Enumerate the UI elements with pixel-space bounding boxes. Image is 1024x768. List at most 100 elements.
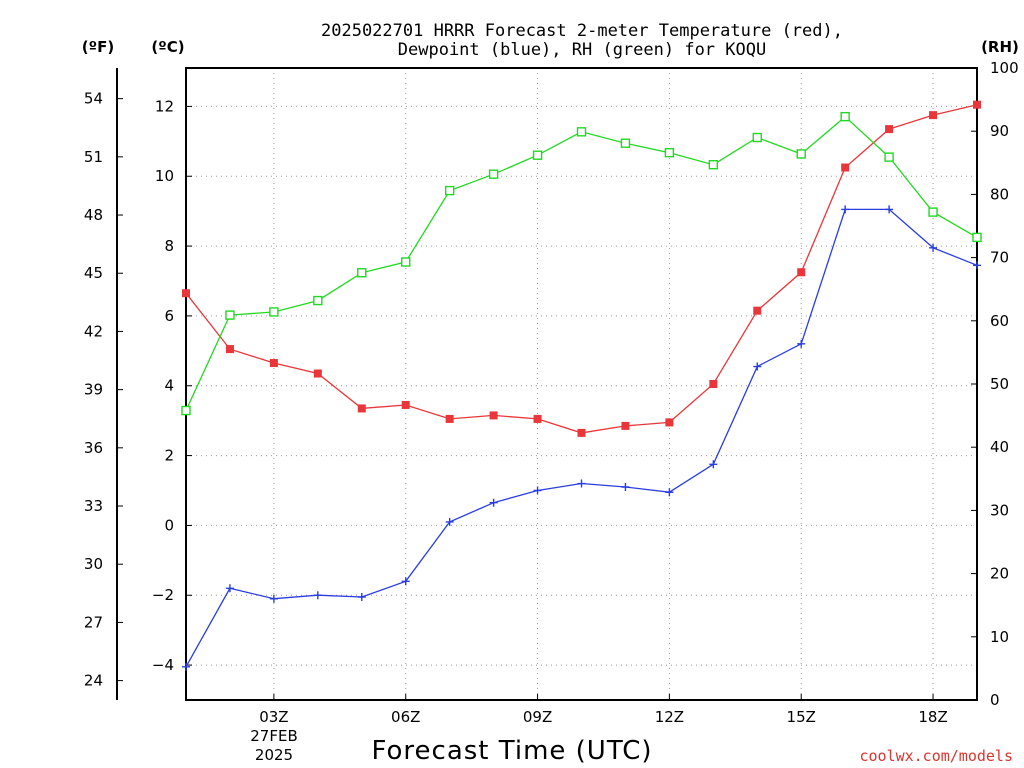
celsius-unit-label: (ºC) — [151, 38, 184, 56]
rh-point — [181, 405, 191, 416]
rh-tick-label: 50 — [990, 375, 1009, 393]
temperature-point — [489, 411, 498, 420]
temperature-point — [621, 421, 630, 430]
rh-point — [488, 169, 499, 179]
temperature-point — [841, 163, 850, 172]
temperature-point — [709, 380, 718, 388]
rh-tick-label: 100 — [990, 59, 1019, 77]
rh-point — [840, 111, 850, 122]
temperature-point — [182, 289, 190, 298]
rh-point — [313, 295, 323, 306]
fahrenheit-tick-label: 45 — [84, 264, 103, 282]
rh-tick-label: 0 — [990, 691, 1000, 709]
fahrenheit-tick-label: 48 — [84, 206, 103, 224]
dewpoint-point — [182, 662, 190, 671]
rh-tick-label: 60 — [990, 312, 1009, 330]
time-tick-label: 18Z — [918, 708, 947, 726]
fahrenheit-tick-label: 24 — [84, 672, 103, 690]
grid-layer — [186, 68, 977, 700]
celsius-tick-label: 0 — [164, 516, 174, 534]
temperature-point — [225, 345, 234, 354]
rh-tick-label: 20 — [990, 565, 1009, 583]
dewpoint-point — [313, 591, 322, 600]
fahrenheit-tick-label: 42 — [84, 322, 103, 340]
dewpoint-point — [489, 498, 498, 507]
x-axis-title: Forecast Time (UTC) — [371, 736, 652, 766]
celsius-tick-label: −2 — [152, 586, 174, 604]
date-label-line2: 2025 — [255, 746, 293, 764]
rh-point — [884, 152, 894, 162]
dewpoint-point — [929, 243, 938, 252]
rh-point — [620, 138, 631, 148]
fahrenheit-tick-label: 33 — [84, 497, 103, 515]
dewpoint-point — [445, 517, 454, 526]
plot-frame — [185, 67, 978, 701]
fahrenheit-tick-label: 30 — [84, 555, 103, 573]
celsius-tick-label: 8 — [164, 237, 174, 255]
axes-layer: −4−2024681012242730333639424548515401020… — [84, 59, 1019, 726]
dewpoint-point — [973, 261, 981, 270]
dewpoint-point — [401, 577, 410, 586]
temperature-point — [269, 359, 278, 368]
temperature-point — [797, 268, 806, 277]
rh-point — [357, 268, 367, 278]
series-layer — [181, 100, 982, 671]
rh-line — [185, 115, 978, 411]
fahrenheit-tick-label: 36 — [84, 439, 103, 457]
temperature-point — [665, 418, 674, 427]
temperature-point — [973, 100, 981, 109]
fahrenheit-tick-label: 27 — [84, 613, 103, 631]
rh-unit-label: (RH) — [981, 38, 1019, 56]
rh-tick-label: 30 — [990, 501, 1009, 519]
fahrenheit-unit-label: (ºF) — [82, 38, 114, 56]
dewpoint-point — [797, 339, 806, 348]
rh-point — [269, 307, 279, 317]
celsius-tick-label: 6 — [164, 307, 174, 325]
rh-point — [225, 310, 235, 320]
rh-point — [664, 147, 675, 158]
dewpoint-point — [665, 488, 674, 497]
dewpoint-point — [269, 594, 278, 603]
date-label-line1: 27FEB — [250, 727, 297, 745]
rh-point — [972, 232, 982, 243]
time-tick-label: 15Z — [787, 708, 816, 726]
celsius-tick-label: 4 — [164, 377, 174, 395]
temperature-point — [445, 414, 454, 423]
dewpoint-point — [357, 592, 366, 601]
rh-tick-label: 70 — [990, 249, 1009, 267]
chart-title-line1: 2025022701 HRRR Forecast 2-meter Tempera… — [321, 21, 843, 41]
dewpoint-point — [753, 362, 762, 371]
dewpoint-point — [621, 483, 630, 492]
rh-tick-label: 10 — [990, 628, 1009, 646]
credit-link[interactable]: coolwx.com/models — [859, 747, 1013, 765]
celsius-tick-label: 10 — [155, 167, 174, 185]
time-tick-label: 03Z — [259, 708, 288, 726]
temperature-point — [401, 400, 410, 409]
time-tick-label: 06Z — [391, 708, 420, 726]
rh-point — [928, 207, 938, 217]
rh-point — [532, 150, 543, 160]
time-tick-label: 09Z — [523, 708, 552, 726]
rh-point — [444, 185, 455, 196]
rh-tick-label: 80 — [990, 185, 1009, 203]
fahrenheit-tick-label: 39 — [84, 381, 103, 399]
temperature-line — [185, 104, 978, 434]
rh-point — [708, 159, 719, 170]
rh-point — [401, 257, 411, 267]
celsius-tick-label: 12 — [155, 97, 174, 115]
rh-point — [752, 132, 762, 143]
temperature-point — [753, 306, 762, 315]
rh-tick-label: 40 — [990, 438, 1009, 456]
dewpoint-point — [841, 205, 850, 214]
dewpoint-point — [709, 460, 718, 469]
celsius-tick-label: 2 — [164, 447, 174, 465]
time-tick-label: 12Z — [655, 708, 684, 726]
chart-title-line2: Dewpoint (blue), RH (green) for KOQU — [398, 40, 766, 60]
temperature-point — [533, 414, 542, 423]
rh-point — [796, 149, 806, 159]
dewpoint-point — [533, 486, 542, 495]
rh-point — [576, 127, 587, 137]
dewpoint-point — [225, 584, 234, 593]
dewpoint-line — [185, 208, 978, 668]
